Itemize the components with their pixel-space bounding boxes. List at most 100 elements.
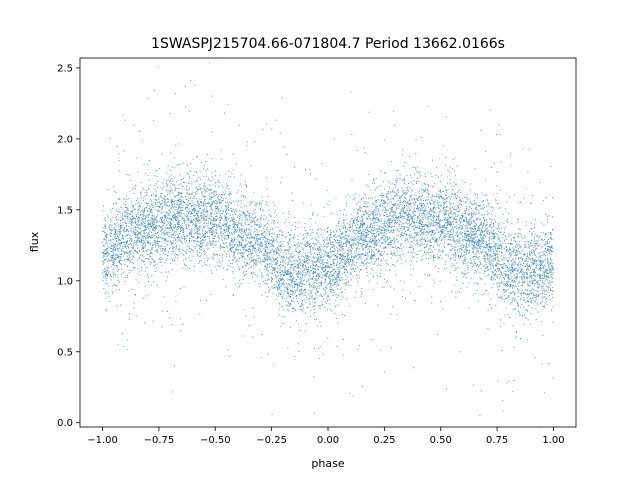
data-point: [375, 178, 377, 180]
data-point: [266, 266, 268, 268]
data-point: [267, 253, 268, 255]
data-point: [124, 259, 126, 261]
data-point: [485, 220, 487, 222]
data-point: [212, 222, 214, 224]
data-point: [351, 255, 353, 257]
data-point: [276, 238, 278, 240]
data-point: [449, 220, 451, 222]
data-point: [287, 264, 289, 266]
data-point: [377, 210, 379, 212]
data-point: [255, 262, 257, 264]
data-point: [314, 268, 316, 270]
data-point: [465, 201, 467, 203]
data-point: [358, 208, 360, 210]
data-point: [124, 222, 126, 224]
data-point: [427, 241, 429, 243]
data-point: [495, 244, 497, 246]
data-point: [451, 202, 453, 204]
data-point: [493, 229, 495, 231]
data-point: [299, 284, 300, 286]
data-point: [139, 217, 140, 219]
data-point: [213, 253, 215, 254]
data-point: [514, 293, 516, 295]
data-point: [103, 218, 105, 220]
data-point: [161, 153, 163, 155]
data-point: [228, 230, 230, 232]
data-point: [306, 243, 308, 244]
data-point: [102, 261, 104, 263]
data-point: [141, 222, 143, 224]
data-point: [257, 243, 259, 245]
data-point: [139, 130, 140, 132]
data-point: [196, 224, 198, 226]
data-point: [495, 268, 497, 270]
data-point: [252, 235, 254, 237]
data-point: [494, 237, 496, 239]
data-point: [278, 314, 280, 316]
data-point: [425, 188, 427, 190]
data-point: [348, 240, 350, 242]
data-point: [439, 250, 441, 252]
data-point: [302, 202, 304, 204]
data-point: [184, 181, 186, 183]
data-point: [350, 285, 352, 287]
data-point: [441, 227, 443, 228]
data-point: [136, 234, 138, 236]
data-point: [266, 274, 268, 276]
data-point: [541, 301, 543, 302]
data-point: [222, 213, 224, 215]
data-point: [176, 228, 178, 230]
data-point: [164, 218, 166, 219]
data-point: [150, 252, 152, 254]
data-point: [272, 238, 274, 240]
data-point: [155, 217, 157, 219]
data-point: [176, 202, 178, 204]
data-point: [375, 196, 377, 198]
data-point: [552, 272, 554, 274]
data-point: [365, 240, 367, 242]
data-point: [477, 241, 479, 243]
data-point: [167, 179, 169, 181]
data-point: [173, 157, 175, 159]
data-point: [495, 253, 497, 255]
data-point: [307, 262, 309, 264]
data-point: [457, 216, 459, 218]
data-point: [266, 222, 268, 224]
data-point: [112, 208, 114, 209]
data-point: [421, 232, 423, 233]
data-point: [387, 216, 389, 217]
data-point: [281, 277, 283, 279]
data-point: [297, 253, 299, 255]
data-point: [479, 248, 481, 250]
data-point: [262, 259, 264, 261]
data-point: [326, 285, 328, 287]
data-point: [191, 219, 193, 221]
data-point: [426, 214, 428, 216]
data-point: [119, 243, 121, 245]
data-point: [468, 223, 470, 225]
data-point: [103, 260, 105, 262]
data-point: [163, 232, 165, 234]
data-point: [316, 256, 318, 258]
data-point: [225, 235, 227, 236]
data-point: [256, 254, 258, 256]
data-point: [391, 197, 393, 199]
data-point: [241, 237, 243, 239]
data-point: [207, 244, 209, 246]
data-point: [164, 214, 166, 216]
data-point: [126, 241, 128, 242]
data-point: [394, 246, 396, 248]
data-point: [126, 277, 128, 278]
data-point: [196, 219, 198, 221]
data-point: [242, 239, 244, 241]
data-point: [499, 232, 501, 233]
data-point: [528, 148, 530, 150]
data-point: [345, 245, 347, 247]
data-point: [150, 226, 152, 228]
data-point: [362, 222, 364, 224]
data-point: [543, 224, 545, 226]
data-point: [167, 198, 169, 200]
data-point: [311, 286, 313, 288]
data-point: [113, 260, 115, 262]
data-point: [443, 245, 445, 247]
